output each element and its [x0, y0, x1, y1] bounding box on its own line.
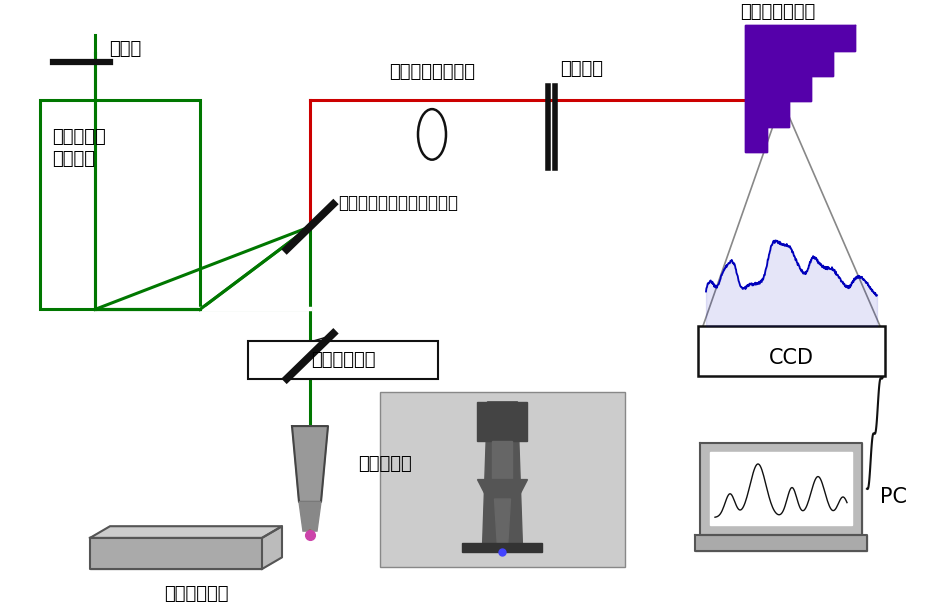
Text: ビデオカメラ: ビデオカメラ [311, 351, 375, 369]
Polygon shape [695, 535, 867, 551]
Text: 対物レンズ: 対物レンズ [358, 455, 411, 473]
Ellipse shape [418, 109, 446, 160]
Polygon shape [710, 453, 852, 525]
Bar [40, 100, 200, 309]
Text: 共焦点ピンホール: 共焦点ピンホール [389, 63, 475, 81]
Polygon shape [90, 526, 282, 538]
Polygon shape [262, 526, 282, 569]
Text: CCD: CCD [769, 348, 814, 368]
Bar [380, 392, 625, 567]
Bar [698, 326, 885, 376]
Polygon shape [299, 502, 321, 531]
Polygon shape [493, 440, 513, 480]
Text: スリット: スリット [560, 60, 603, 78]
Polygon shape [292, 426, 328, 502]
Text: レイリー光カットフィルタ: レイリー光カットフィルタ [338, 194, 458, 212]
Text: グレーティング: グレーティング [740, 2, 815, 21]
Polygon shape [495, 499, 511, 548]
Polygon shape [745, 25, 855, 152]
Bar [248, 341, 438, 379]
Text: 試料ステージ: 試料ステージ [164, 584, 228, 603]
Polygon shape [478, 480, 527, 499]
Text: レーザ: レーザ [109, 40, 141, 58]
Polygon shape [700, 443, 862, 535]
Polygon shape [463, 543, 542, 552]
Polygon shape [483, 402, 522, 548]
Text: PC: PC [880, 486, 907, 506]
Polygon shape [478, 402, 527, 440]
Polygon shape [90, 538, 262, 569]
Text: バンドパス
フィルタ: バンドパス フィルタ [52, 128, 106, 168]
